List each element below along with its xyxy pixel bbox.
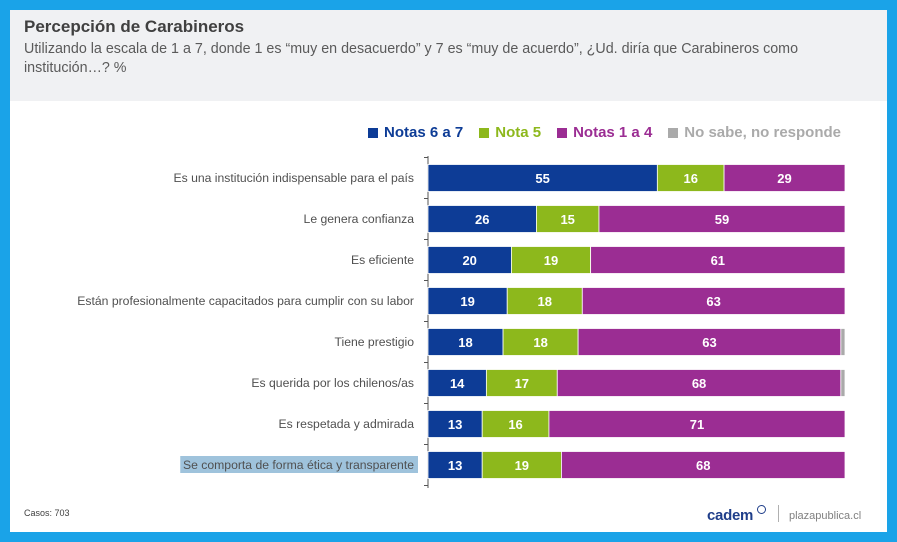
header: Percepción de Carabineros Utilizando la … bbox=[10, 10, 887, 101]
subtitle: Utilizando la escala de 1 a 7, donde 1 e… bbox=[24, 41, 799, 76]
data-label: 59 bbox=[715, 212, 729, 227]
data-label: 63 bbox=[702, 335, 716, 350]
bar-segment bbox=[840, 369, 846, 397]
page-title: Percepción de Carabineros bbox=[24, 17, 245, 36]
data-label: 19 bbox=[515, 458, 529, 473]
data-label: 71 bbox=[690, 417, 704, 432]
category-label: Es una institución indispensable para el… bbox=[173, 171, 414, 185]
legend-swatch bbox=[479, 127, 490, 138]
data-label: 17 bbox=[515, 376, 529, 391]
cadem-logo-ring-icon bbox=[757, 505, 766, 514]
legend-swatch bbox=[368, 127, 379, 138]
category-label: Están profesionalmente capacitados para … bbox=[77, 294, 414, 308]
data-label: 68 bbox=[692, 376, 706, 391]
data-label: 18 bbox=[458, 335, 472, 350]
bar-segment bbox=[427, 451, 483, 479]
bar-segment bbox=[427, 410, 483, 438]
bar-segment bbox=[427, 328, 504, 356]
logo-divider bbox=[778, 505, 779, 522]
data-label: 61 bbox=[711, 253, 725, 268]
sample-size-note: Casos: 703 bbox=[24, 508, 70, 518]
data-label: 29 bbox=[777, 171, 791, 186]
category-label: Se comporta de forma ética y transparent… bbox=[183, 458, 414, 472]
bar-segment bbox=[427, 369, 487, 397]
plazapublica-logo: plazapublica.cl bbox=[789, 510, 862, 522]
legend-swatch bbox=[557, 127, 568, 138]
data-label: 68 bbox=[696, 458, 710, 473]
data-label: 19 bbox=[544, 253, 558, 268]
data-label: 19 bbox=[460, 294, 474, 309]
category-label: Es querida por los chilenos/as bbox=[251, 376, 414, 390]
bar-segment bbox=[427, 246, 512, 274]
legend-item: Notas 6 a 7 bbox=[368, 124, 463, 141]
bar-segment bbox=[840, 328, 846, 356]
data-label: 13 bbox=[448, 458, 462, 473]
bar-segment bbox=[536, 205, 600, 233]
legend-item: Nota 5 bbox=[479, 124, 541, 141]
cadem-logo: cadem bbox=[707, 507, 754, 524]
category-label-highlight bbox=[180, 456, 418, 473]
category-label: Tiene prestigio bbox=[335, 335, 415, 349]
bar-segment bbox=[548, 410, 846, 438]
category-label: Es respetada y admirada bbox=[279, 417, 415, 431]
data-label: 63 bbox=[706, 294, 720, 309]
legend-swatch bbox=[668, 127, 679, 138]
data-label: 16 bbox=[508, 417, 522, 432]
data-label: 13 bbox=[448, 417, 462, 432]
bar-segment bbox=[510, 246, 592, 274]
data-label: 26 bbox=[475, 212, 489, 227]
legend-label: Notas 1 a 4 bbox=[573, 124, 653, 141]
legend-label: Notas 6 a 7 bbox=[384, 124, 464, 141]
data-label: 18 bbox=[533, 335, 547, 350]
legend-label: Nota 5 bbox=[495, 124, 542, 141]
bar-segment bbox=[598, 205, 846, 233]
bar-segment bbox=[427, 205, 537, 233]
data-label: 55 bbox=[535, 171, 549, 186]
legend-item: No sabe, no responde bbox=[668, 124, 841, 141]
bar-segment bbox=[561, 451, 846, 479]
data-label: 16 bbox=[683, 171, 697, 186]
legend-label: No sabe, no responde bbox=[684, 124, 841, 141]
bar-segment bbox=[427, 164, 658, 192]
category-label: Es eficiente bbox=[351, 253, 414, 267]
chart-legend: Notas 6 a 7 Nota 5 Notas 1 a 4 No sabe, no … bbox=[10, 124, 841, 141]
bar-segment bbox=[656, 164, 725, 192]
data-label: 20 bbox=[462, 253, 476, 268]
bar-segment bbox=[481, 451, 562, 479]
bar-segment bbox=[556, 369, 842, 397]
data-label: 18 bbox=[538, 294, 552, 309]
stacked-bar-chart: Es una institución indispensable para el… bbox=[77, 156, 846, 488]
bar-segment bbox=[581, 287, 846, 315]
chart-card: Percepción de Carabineros Utilizando la … bbox=[10, 10, 887, 532]
category-label: Le genera confianza bbox=[304, 212, 415, 226]
data-label: 14 bbox=[450, 376, 465, 391]
bar-segment bbox=[590, 246, 846, 274]
data-label: 15 bbox=[560, 212, 574, 227]
bar-segment bbox=[723, 164, 846, 192]
legend-item: Notas 1 a 4 bbox=[557, 124, 652, 141]
